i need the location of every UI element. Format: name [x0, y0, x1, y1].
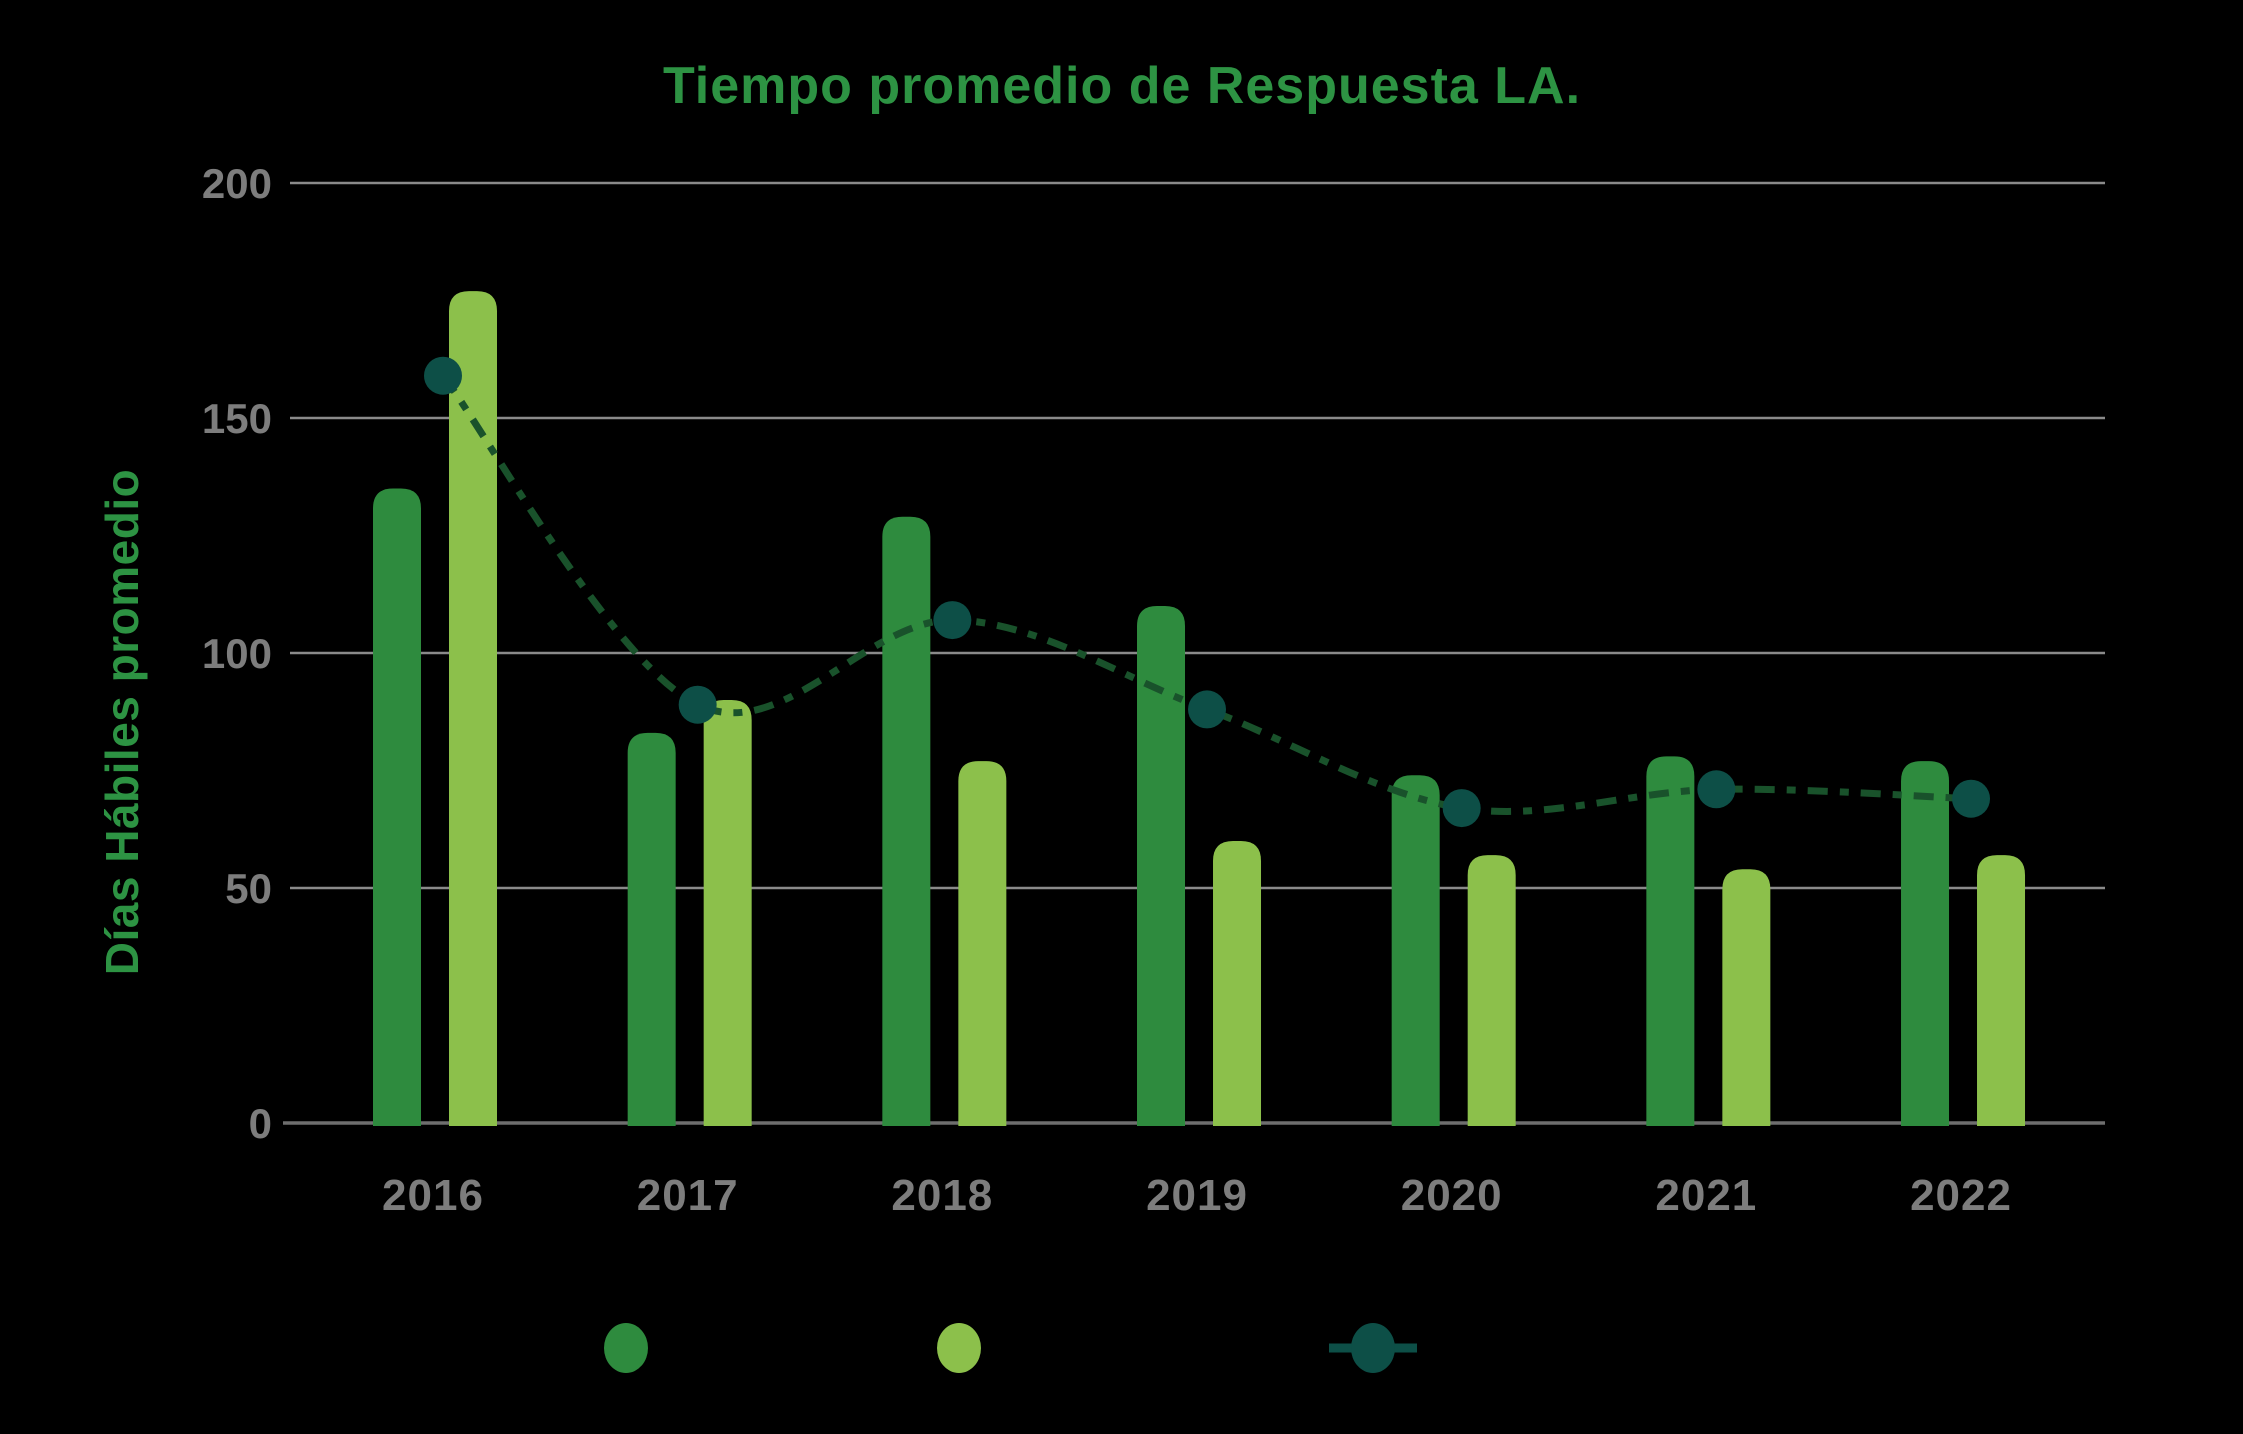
trend-dot-2018: [933, 601, 972, 640]
bar-dark-2020: [1391, 775, 1440, 1126]
x-tick-label-2017: 2017: [637, 1171, 739, 1220]
x-tick-label-2021: 2021: [1655, 1171, 1757, 1220]
bar-dark-2016: [373, 488, 421, 1126]
legend-marker-dark-green-dot: [604, 1323, 648, 1373]
bar-dark-2022: [1901, 761, 1950, 1126]
y-tick-label-0: 0: [249, 1100, 272, 1147]
trend-point-markers: [424, 356, 1991, 828]
bar-light-2021: [1722, 869, 1771, 1126]
trend-dot-2022: [1952, 779, 1991, 818]
chart-title: Tiempo promedio de Respuesta LA.: [663, 57, 1581, 115]
bar-dark-2018: [882, 516, 931, 1126]
bar-light-2022: [1977, 855, 2026, 1126]
legend-marker-light-green-dot: [937, 1323, 981, 1373]
bar-light-2020: [1467, 855, 1516, 1126]
y-tick-label-200: 200: [202, 160, 272, 207]
y-tick-label-50: 50: [225, 865, 272, 912]
x-tick-label-2016: 2016: [382, 1171, 484, 1220]
y-tick-label-100: 100: [202, 630, 272, 677]
trend-dot-2017: [678, 685, 717, 724]
x-tick-label-2022: 2022: [1910, 1171, 2012, 1220]
bar-light-2019: [1213, 841, 1262, 1126]
bar-light-2018: [958, 761, 1007, 1126]
legend-marker-teal-dot: [1351, 1323, 1395, 1373]
x-tick-label-2020: 2020: [1401, 1171, 1503, 1220]
trend-dot-2021: [1697, 770, 1736, 809]
x-axis-year-labels: 2016 2017 2018 2019 2020 2021 2022: [382, 1171, 2012, 1220]
bar-dark-2021: [1646, 756, 1695, 1126]
y-tick-label-150: 150: [202, 395, 272, 442]
bar-light-2017: [703, 700, 752, 1126]
bar-dark-2019: [1137, 606, 1186, 1126]
trend-dot-2019: [1188, 690, 1227, 729]
trend-dot-2020: [1442, 789, 1481, 828]
bar-dark-2017: [627, 732, 676, 1126]
y-axis-title: Días Hábiles promedio: [96, 469, 148, 975]
bar-light-2016: [449, 291, 497, 1127]
y-axis-tick-labels: 0 50 100 150 200: [202, 160, 272, 1147]
x-tick-label-2018: 2018: [891, 1171, 993, 1220]
gridlines: [283, 181, 2105, 1125]
x-tick-label-2019: 2019: [1146, 1171, 1248, 1220]
legend: [604, 1323, 1417, 1373]
bar-series: [373, 291, 2026, 1127]
trend-dot-2016: [424, 356, 462, 395]
